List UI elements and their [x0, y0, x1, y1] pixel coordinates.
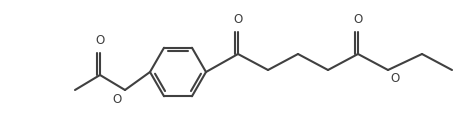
- Text: O: O: [96, 34, 105, 47]
- Text: O: O: [113, 93, 122, 106]
- Text: O: O: [234, 13, 243, 26]
- Text: O: O: [353, 13, 362, 26]
- Text: O: O: [390, 72, 399, 85]
